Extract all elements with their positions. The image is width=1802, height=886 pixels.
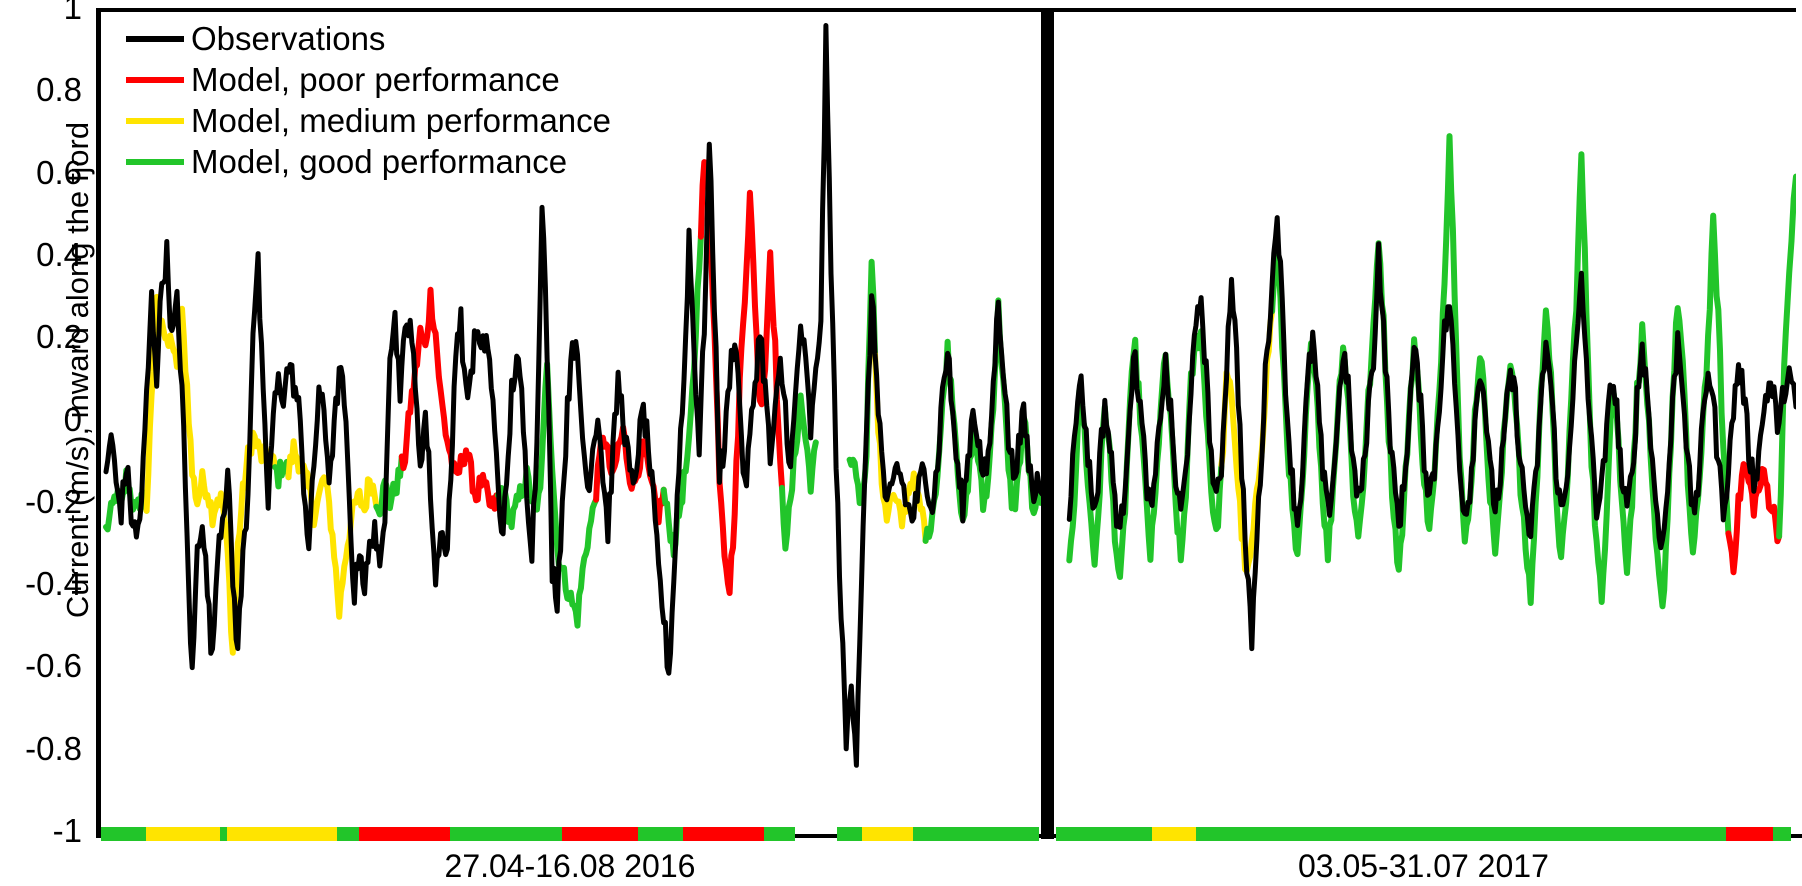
status-bar-segment-poor [562, 827, 638, 841]
y-tick-label: 0 [63, 400, 82, 438]
x-axis-label-2016: 27.04-16.08 2016 [444, 848, 696, 884]
legend-item: Model, good performance [126, 141, 611, 182]
plot-canvas [101, 12, 1796, 835]
observations-series [103, 23, 1796, 768]
legend-line-swatch [126, 158, 184, 165]
legend-label: Model, good performance [191, 143, 568, 180]
y-tick-label: 0.2 [36, 318, 82, 356]
status-bar-segment-good [837, 827, 863, 841]
y-tick-label: 0.8 [36, 71, 82, 109]
legend-label: Model, poor performance [191, 61, 560, 98]
legend: Observations Model, poor performance Model… [126, 18, 611, 182]
legend-line-swatch [126, 35, 184, 42]
panel-divider [1041, 8, 1055, 839]
legend-label: Observations [191, 20, 386, 57]
y-tick-label: -1 [52, 812, 82, 849]
status-bar-segment-good [1773, 827, 1791, 841]
y-tick-label: 0.4 [36, 235, 82, 273]
y-tick-label: 1 [63, 0, 82, 26]
status-bar-segment-good [637, 827, 683, 841]
model-series-segment-medium [143, 293, 278, 656]
series-svg [103, 23, 1796, 768]
y-tick-label: -0.8 [25, 729, 82, 767]
status-bar-segment-medium [145, 827, 221, 841]
status-bar-segment-medium [862, 827, 913, 841]
x-axis-label-2017: 03.05-31.07 2017 [1297, 848, 1549, 884]
model-series-segment-good [272, 458, 292, 490]
y-tick-label: -0.6 [25, 647, 82, 685]
status-bar-segment-good [912, 827, 1039, 841]
status-bar-segment-none [795, 827, 837, 841]
status-bar-segment-good [220, 827, 228, 841]
status-bar-segment-good [101, 827, 146, 841]
legend-item: Model, medium performance [126, 100, 611, 141]
status-bar-segment-good [1055, 827, 1152, 841]
legend-label: Model, medium performance [191, 102, 612, 139]
model-performance-status-bar [96, 827, 1796, 841]
legend-line-swatch [126, 76, 184, 83]
status-bar-segment-medium [1151, 827, 1196, 841]
status-bar-segment-poor [682, 827, 765, 841]
legend-item: Model, poor performance [126, 59, 611, 100]
status-bar-segment-good [336, 827, 359, 841]
status-bar-segment-good [450, 827, 563, 841]
model-series-segment-good [779, 392, 819, 552]
status-bar-segment-medium [227, 827, 337, 841]
y-tick-label: -0.2 [25, 482, 82, 520]
status-bar-segment-good [764, 827, 795, 841]
model-series-segment-poor [1725, 461, 1783, 576]
model-series-segment-good [373, 453, 405, 518]
status-bar-segment-poor [358, 827, 451, 841]
status-bar-segment-poor [1726, 827, 1774, 841]
model-series-segment-good [1776, 173, 1796, 540]
y-tick-label: -0.4 [25, 565, 82, 603]
plot-area [96, 8, 1796, 835]
legend-item: Observations [126, 18, 611, 59]
legend-line-swatch [126, 117, 184, 124]
status-bar-segment-good [1195, 827, 1727, 841]
y-tick-label: 0.6 [36, 153, 82, 191]
